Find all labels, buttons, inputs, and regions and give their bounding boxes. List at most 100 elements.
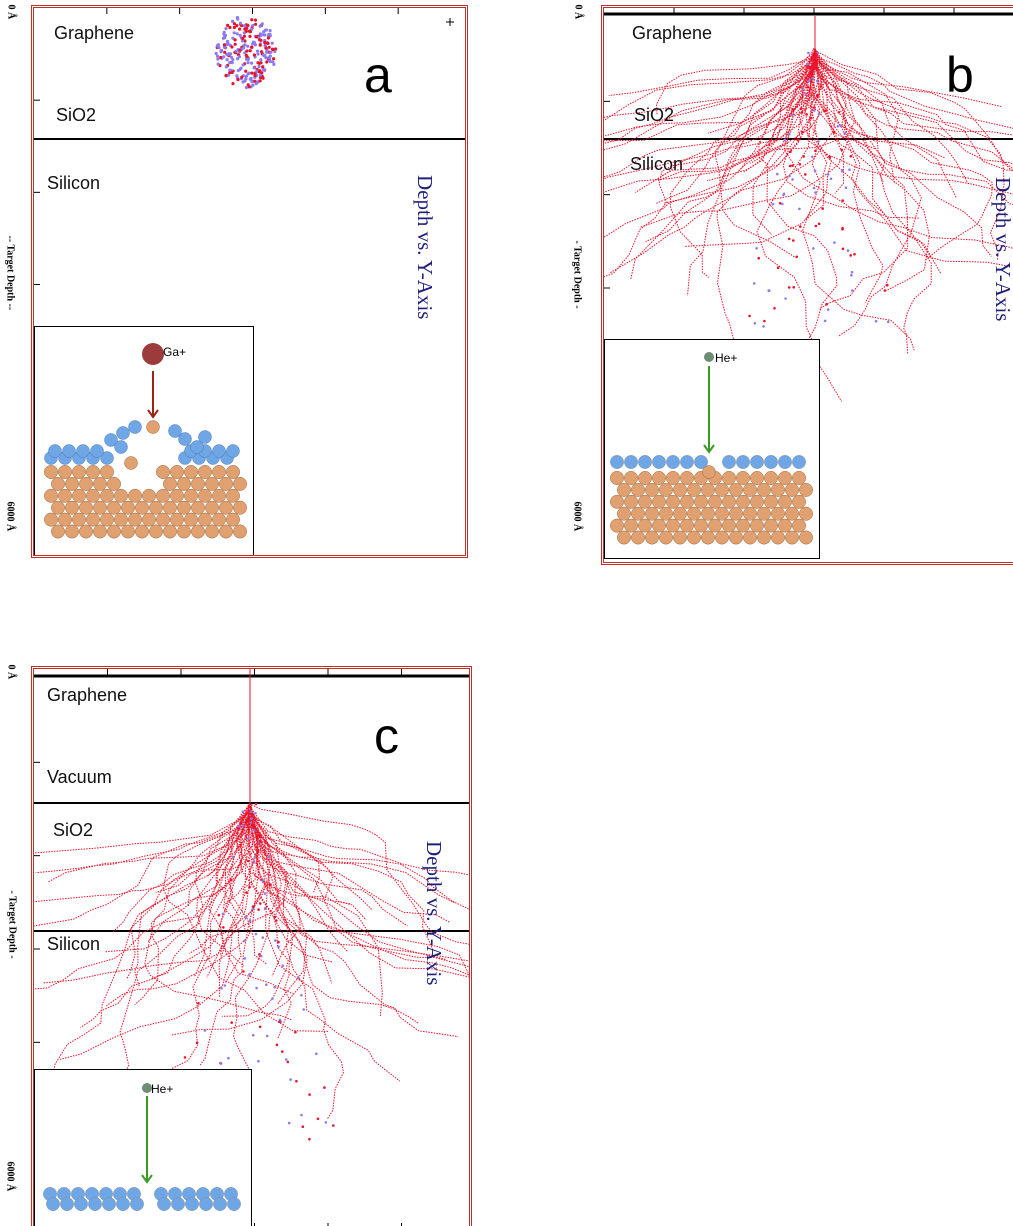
graphene-atom	[130, 1197, 144, 1211]
recoil-atom	[238, 27, 242, 31]
substrate-atom	[785, 506, 799, 521]
recoil-atom	[235, 24, 239, 28]
layer-label-graphene: Graphene	[47, 685, 128, 705]
substrate-atom	[771, 530, 785, 545]
substrate-atom	[715, 482, 729, 497]
sputtered-atom	[146, 420, 160, 434]
ion-track	[162, 810, 329, 1032]
plot-canvas	[34, 669, 469, 1226]
substrate-atom	[785, 482, 799, 497]
recoil-atom	[811, 155, 814, 159]
recoil-atom	[243, 43, 247, 47]
recoil-atom	[252, 53, 256, 57]
recoil-atom	[302, 1008, 306, 1011]
ion-track	[113, 817, 253, 932]
graphene-atom	[226, 444, 240, 458]
substrate-atom	[638, 471, 652, 485]
ion-track	[208, 812, 295, 995]
ion-track	[752, 57, 825, 236]
plot-frame: Graphene SiO2 Silicon b Depth vs. Y-Axis…	[601, 5, 1013, 565]
substrate-atom	[701, 506, 715, 521]
recoil-atom	[829, 177, 833, 181]
substrate-atom	[743, 482, 757, 497]
ion-track	[170, 813, 308, 1036]
recoil-atom	[246, 61, 250, 65]
recoil-atom	[815, 79, 819, 83]
recoil-atom	[220, 986, 223, 990]
substrate-atom	[51, 500, 65, 515]
recoil-atom	[247, 85, 251, 89]
recoil-atom	[255, 986, 258, 990]
graphene-atom	[116, 1197, 130, 1211]
substrate-atom	[170, 488, 184, 503]
recoil-atom	[267, 855, 271, 859]
layer-label-silicon: Silicon	[47, 934, 101, 954]
recoil-atom	[262, 53, 266, 57]
substrate-atom	[624, 518, 638, 533]
graphene-atom	[185, 1197, 199, 1211]
recoil-atom	[255, 49, 260, 53]
recoil-atom	[263, 892, 267, 895]
substrate-atom	[659, 530, 673, 545]
inset-drawing	[43, 1083, 241, 1211]
recoil-atom	[832, 131, 836, 134]
recoil-atom	[248, 919, 252, 923]
recoil-atom	[245, 49, 249, 53]
substrate-atom	[79, 500, 93, 515]
recoil-atom	[235, 74, 239, 78]
substrate-atom	[624, 471, 638, 485]
substrate-atom	[93, 476, 107, 491]
recoil-atom	[238, 824, 241, 828]
recoil-atom	[226, 23, 230, 27]
recoil-atom	[776, 172, 779, 176]
recoil-atom	[853, 252, 856, 256]
helium-ion	[704, 352, 714, 362]
ion-arrow-head	[147, 409, 159, 419]
substrate-atom	[191, 476, 205, 491]
substrate-atom	[44, 465, 58, 479]
recoil-atom	[814, 224, 818, 228]
substrate-atom	[191, 500, 205, 515]
graphene-atom	[652, 455, 666, 469]
substrate-atom	[121, 500, 135, 515]
recoil-atom	[241, 63, 245, 67]
recoil-atom	[250, 80, 254, 84]
recoil-atom	[801, 130, 804, 134]
recoil-atom	[850, 270, 854, 274]
recoil-atom	[248, 49, 252, 53]
recoil-atom	[263, 33, 267, 37]
recoil-atom	[243, 39, 247, 43]
recoil-atom	[230, 45, 234, 49]
recoil-atom	[261, 879, 265, 882]
ion-track	[604, 54, 817, 142]
recoil-atom	[250, 18, 254, 22]
graphene-atom	[62, 444, 76, 458]
graphene-atom	[116, 426, 130, 440]
recoil-atom	[294, 1030, 297, 1034]
recoil-atom	[821, 207, 824, 210]
substrate-atom	[687, 506, 701, 521]
recoil-atom	[258, 79, 262, 83]
ion-track	[134, 809, 252, 987]
ion-track	[801, 64, 915, 351]
recoil-atom	[763, 319, 766, 323]
substrate-atom	[673, 482, 687, 497]
ion-track	[814, 48, 1013, 170]
substrate-atom	[128, 512, 142, 527]
substrate-atom	[93, 524, 107, 539]
substrate-atom	[86, 488, 100, 503]
graphene-atom	[60, 1197, 74, 1211]
recoil-atom	[839, 124, 843, 127]
recoil-atom	[215, 54, 220, 58]
substrate-atom	[65, 524, 79, 539]
ion-track	[716, 60, 825, 384]
recoil-atom	[275, 1043, 279, 1047]
recoil-atom	[271, 997, 274, 1000]
ion-track	[88, 816, 249, 1103]
recoil-atom	[241, 39, 245, 43]
substrate-atom	[44, 512, 58, 527]
recoil-atom	[250, 810, 253, 813]
chart-title: Depth vs. Y-Axis	[413, 175, 437, 320]
substrate-atom	[163, 476, 177, 491]
ion-track	[42, 815, 251, 984]
